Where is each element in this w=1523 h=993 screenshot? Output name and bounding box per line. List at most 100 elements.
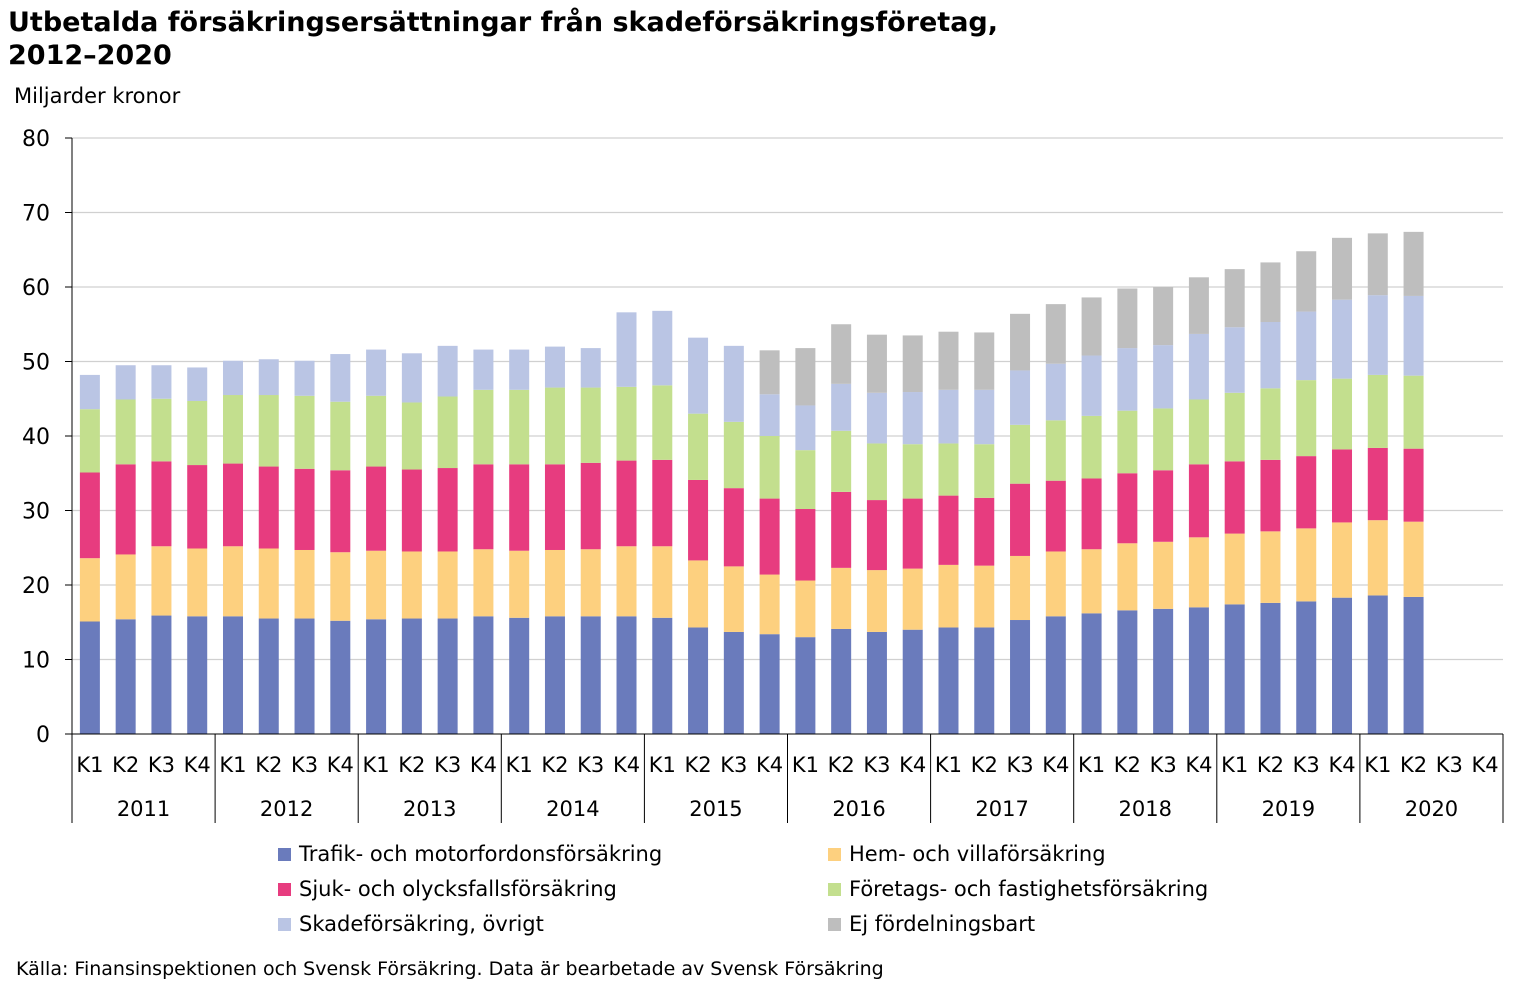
- x-tick-label: K1: [363, 753, 390, 777]
- bar-segment: [795, 450, 816, 510]
- bar-segment: [437, 468, 458, 552]
- legend-item: Sjuk- och olycksfallsförsäkring: [278, 877, 617, 901]
- year-label: 2016: [832, 797, 885, 821]
- bar-segment: [1010, 555, 1031, 621]
- bar-segment: [688, 627, 709, 734]
- x-tick-label: K4: [899, 753, 926, 777]
- bar-segment: [437, 618, 458, 734]
- bar-segment: [79, 621, 100, 734]
- bar-segment: [294, 549, 315, 619]
- bar-segment: [509, 617, 530, 734]
- bar-segment: [1367, 595, 1388, 734]
- legend-label: Ej fördelningsbart: [849, 912, 1036, 936]
- chart-title: Utbetalda försäkringsersättningar från s…: [8, 6, 1208, 72]
- bar-segment: [616, 546, 637, 617]
- x-tick-label: K1: [76, 753, 103, 777]
- bar-segment: [723, 345, 744, 422]
- bar-segment: [938, 627, 959, 734]
- legend-item: Trafik- och motorfordonsförsäkring: [278, 842, 662, 866]
- x-tick-label: K3: [577, 753, 604, 777]
- bar-segment: [795, 509, 816, 581]
- bar-segment: [652, 617, 673, 734]
- x-tick-label: K4: [756, 753, 783, 777]
- bar-segment: [258, 395, 279, 467]
- bar-segment: [366, 395, 387, 467]
- bar-segment: [580, 462, 601, 550]
- bar-segment: [366, 349, 387, 396]
- y-tick-label: 30: [22, 500, 50, 525]
- y-axis-label: Miljarder kronor: [14, 84, 181, 108]
- bar-segment: [1367, 520, 1388, 596]
- bar-segment: [902, 392, 923, 445]
- bar-segment: [437, 551, 458, 619]
- bar-segment: [652, 546, 673, 618]
- bar-segment: [1224, 533, 1245, 605]
- bar-segment: [938, 443, 959, 496]
- x-tick-label: K1: [506, 753, 533, 777]
- legend-swatch: [828, 917, 841, 931]
- bar-segment: [1045, 304, 1066, 364]
- bar-segment: [1045, 616, 1066, 734]
- bar-segment: [974, 565, 995, 628]
- bar-segment: [1188, 399, 1209, 465]
- bar-segment: [544, 387, 565, 465]
- bar-segment: [938, 495, 959, 565]
- bar-segment: [831, 491, 852, 568]
- bar-segment: [509, 550, 530, 618]
- bar-segment: [902, 568, 923, 630]
- bar-segment: [1010, 620, 1031, 734]
- bar-segment: [866, 334, 887, 393]
- bar-segment: [938, 389, 959, 444]
- bar-segment: [974, 444, 995, 498]
- bar-segment: [1188, 333, 1209, 400]
- bar-segment: [723, 421, 744, 489]
- bar-segment: [366, 466, 387, 551]
- bar-segment: [616, 616, 637, 734]
- bar-segment: [509, 464, 530, 551]
- bar-segment: [258, 548, 279, 619]
- x-tick-label: K1: [649, 753, 676, 777]
- x-tick-label: K2: [1400, 753, 1427, 777]
- bar-segment: [79, 558, 100, 622]
- bar-segment: [1296, 601, 1317, 734]
- legend-swatch: [278, 917, 291, 931]
- bar-segment: [759, 498, 780, 575]
- bar-segment: [1332, 449, 1353, 523]
- x-tick-label: K3: [148, 753, 175, 777]
- bar-segment: [1260, 388, 1281, 460]
- bar-segment: [974, 627, 995, 734]
- bar-segment: [401, 353, 422, 403]
- y-tick-label: 80: [22, 127, 50, 152]
- y-tick-label: 20: [22, 574, 50, 599]
- bar-segment: [831, 430, 852, 492]
- bar-segment: [330, 354, 351, 402]
- x-tick-label: K1: [219, 753, 246, 777]
- bar-segment: [1153, 541, 1174, 609]
- legend-label: Sjuk- och olycksfallsförsäkring: [299, 877, 617, 901]
- bar-segment: [258, 618, 279, 734]
- bar-segment: [544, 464, 565, 550]
- bar-segment: [652, 310, 673, 386]
- bar-segment: [1153, 608, 1174, 734]
- bar-segment: [115, 554, 136, 620]
- bar-segment: [723, 631, 744, 734]
- x-tick-label: K3: [434, 753, 461, 777]
- bar-segment: [330, 401, 351, 471]
- bar-segment: [1188, 607, 1209, 734]
- legend-swatch: [828, 847, 841, 861]
- bar-segment: [79, 374, 100, 410]
- bar-segment: [831, 628, 852, 734]
- x-tick-label: K2: [1257, 753, 1284, 777]
- bar-segment: [1224, 269, 1245, 328]
- bar-segment: [544, 616, 565, 734]
- x-tick-label: K4: [1042, 753, 1069, 777]
- bar-segment: [473, 549, 494, 617]
- bar-segment: [1260, 602, 1281, 734]
- x-tick-label: K4: [327, 753, 354, 777]
- bar-segment: [1403, 521, 1424, 597]
- bar-segment: [1081, 355, 1102, 416]
- bar-segment: [79, 409, 100, 473]
- bar-segment: [1260, 531, 1281, 603]
- x-tick-label: K3: [1436, 753, 1463, 777]
- bar-segment: [688, 337, 709, 414]
